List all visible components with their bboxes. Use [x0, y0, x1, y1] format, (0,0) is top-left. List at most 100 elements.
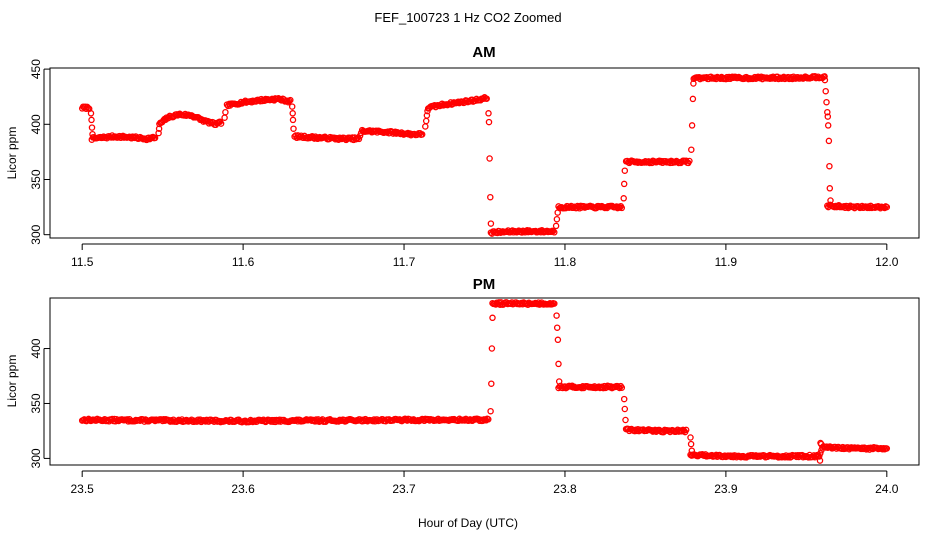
x-tick-label: 23.9 — [714, 482, 738, 496]
panel-pm-y-axis: 300 350 400 — [29, 338, 50, 468]
data-point — [622, 416, 629, 424]
panel-pm-title: PM — [473, 276, 496, 293]
data-point — [555, 378, 563, 385]
panel-pm-y-axis-label: Licor ppm — [5, 355, 19, 408]
panel-pm-x-axis: 23.5 23.6 23.7 23.8 23.9 24.0 — [71, 470, 899, 496]
data-point — [551, 300, 558, 307]
data-point — [827, 197, 834, 204]
data-point — [687, 440, 695, 448]
data-point — [682, 426, 690, 434]
data-point — [817, 440, 825, 448]
data-point — [621, 405, 629, 413]
data-point — [485, 118, 493, 126]
data-point — [206, 118, 214, 126]
data-point — [824, 113, 832, 120]
x-tick-label: 11.7 — [393, 255, 416, 269]
panel-pm: PM 300 350 400 23.5 23.6 23.7 23.8 23.9 24.0 Li… — [5, 276, 920, 496]
data-point — [549, 227, 557, 235]
data-point — [483, 95, 490, 102]
data-point — [488, 380, 495, 387]
data-point — [620, 180, 628, 188]
data-point — [285, 97, 293, 105]
data-point — [554, 209, 561, 216]
data-point — [485, 416, 492, 423]
data-point — [155, 129, 162, 137]
y-tick-label: 400 — [29, 338, 43, 358]
data-point — [87, 110, 95, 117]
panel-am-x-axis: 11.5 11.6 11.7 11.8 11.9 12.0 — [71, 243, 899, 269]
data-point — [823, 98, 830, 106]
x-tick-label: 11.5 — [71, 255, 94, 269]
data-point — [217, 120, 225, 127]
data-point — [488, 345, 496, 352]
data-point — [422, 123, 429, 130]
data-point — [687, 434, 694, 441]
data-point — [489, 314, 496, 322]
y-tick-label: 300 — [29, 448, 43, 468]
panel-am: AM 300 350 400 450 11.5 11.6 11.7 11.8 11.9 12.0… — [5, 44, 920, 269]
data-point — [553, 312, 560, 319]
figure-x-axis-label: Hour of Day (UTC) — [418, 516, 518, 530]
data-point — [424, 107, 431, 115]
data-point — [618, 204, 626, 212]
data-point — [553, 324, 561, 331]
panel-am-title: AM — [472, 44, 495, 61]
data-point — [883, 203, 891, 211]
x-tick-label: 11.6 — [232, 255, 255, 269]
x-tick-label: 11.8 — [554, 255, 577, 269]
panel-am-y-axis: 300 350 400 450 — [29, 59, 50, 245]
data-point — [816, 457, 824, 464]
y-tick-label: 450 — [29, 59, 43, 79]
data-point — [688, 122, 696, 129]
data-point — [487, 193, 494, 201]
panel-pm-points — [78, 299, 891, 464]
data-point — [88, 124, 96, 131]
data-point — [305, 133, 313, 141]
data-point — [289, 116, 297, 124]
data-point — [821, 73, 828, 80]
data-point — [423, 112, 431, 119]
data-point — [688, 447, 696, 454]
data-point — [551, 229, 558, 236]
data-point — [825, 137, 833, 145]
data-point — [89, 130, 96, 138]
data-point — [821, 76, 829, 84]
data-point — [824, 122, 832, 129]
data-point — [221, 114, 228, 121]
y-tick-label: 350 — [29, 393, 43, 413]
x-tick-label: 23.7 — [392, 482, 416, 496]
data-point — [826, 185, 834, 192]
data-point — [815, 453, 823, 460]
data-point — [689, 95, 697, 103]
data-point — [555, 360, 562, 368]
panel-am-points — [78, 72, 891, 237]
data-point — [822, 87, 829, 95]
x-tick-label: 24.0 — [875, 482, 899, 496]
data-point — [690, 80, 697, 87]
x-tick-label: 23.8 — [553, 482, 577, 496]
data-point — [151, 134, 159, 142]
data-point — [824, 108, 831, 116]
data-point — [879, 445, 886, 453]
data-point — [155, 125, 163, 132]
data-point — [418, 131, 426, 138]
data-point — [222, 108, 229, 116]
data-point — [486, 155, 493, 162]
data-point — [287, 96, 294, 104]
data-point — [552, 222, 560, 230]
data-point — [422, 117, 430, 125]
data-point — [817, 450, 824, 457]
x-tick-label: 12.0 — [875, 255, 899, 269]
data-point — [290, 125, 297, 132]
data-point — [553, 215, 561, 223]
x-tick-label: 23.6 — [231, 482, 255, 496]
y-tick-label: 400 — [29, 114, 43, 134]
panel-pm-plot-frame — [49, 297, 920, 466]
x-tick-label: 23.5 — [71, 482, 95, 496]
data-point — [883, 445, 891, 452]
data-point — [554, 336, 562, 344]
data-point — [826, 162, 833, 170]
data-point — [621, 167, 629, 174]
